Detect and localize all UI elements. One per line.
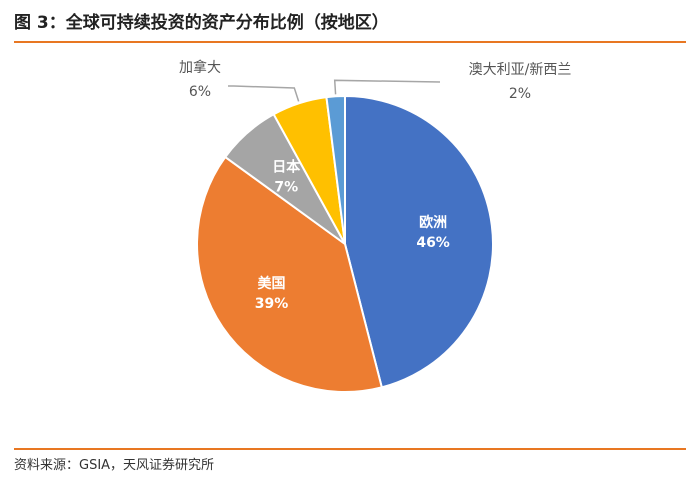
leader-line-australia-nz	[333, 79, 441, 95]
slice-label-europe: 欧洲	[419, 214, 447, 231]
title-divider	[14, 41, 686, 43]
source-divider	[14, 448, 686, 450]
slice-value-usa: 39%	[255, 296, 289, 312]
source-note: 资料来源：GSIA，天风证券研究所	[14, 458, 215, 473]
slice-value-canada: 6%	[189, 84, 211, 100]
slice-value-australia-nz: 2%	[509, 86, 531, 102]
slice-value-japan: 7%	[274, 179, 298, 195]
pie-slice-europe	[344, 94, 494, 389]
page-title: 图 3：全球可持续投资的资产分布比例（按地区）	[14, 13, 389, 33]
slice-label-canada: 加拿大	[179, 59, 221, 76]
leader-line-canada	[228, 85, 300, 102]
slice-label-japan: 日本	[272, 158, 301, 175]
pie-slice-usa	[196, 155, 384, 393]
slice-value-europe: 46%	[416, 235, 450, 251]
slice-label-usa: 美国	[258, 275, 286, 292]
pie-slice-australia-nz	[325, 94, 346, 245]
slice-label-australia-nz: 澳大利亚/新西兰	[469, 62, 572, 78]
